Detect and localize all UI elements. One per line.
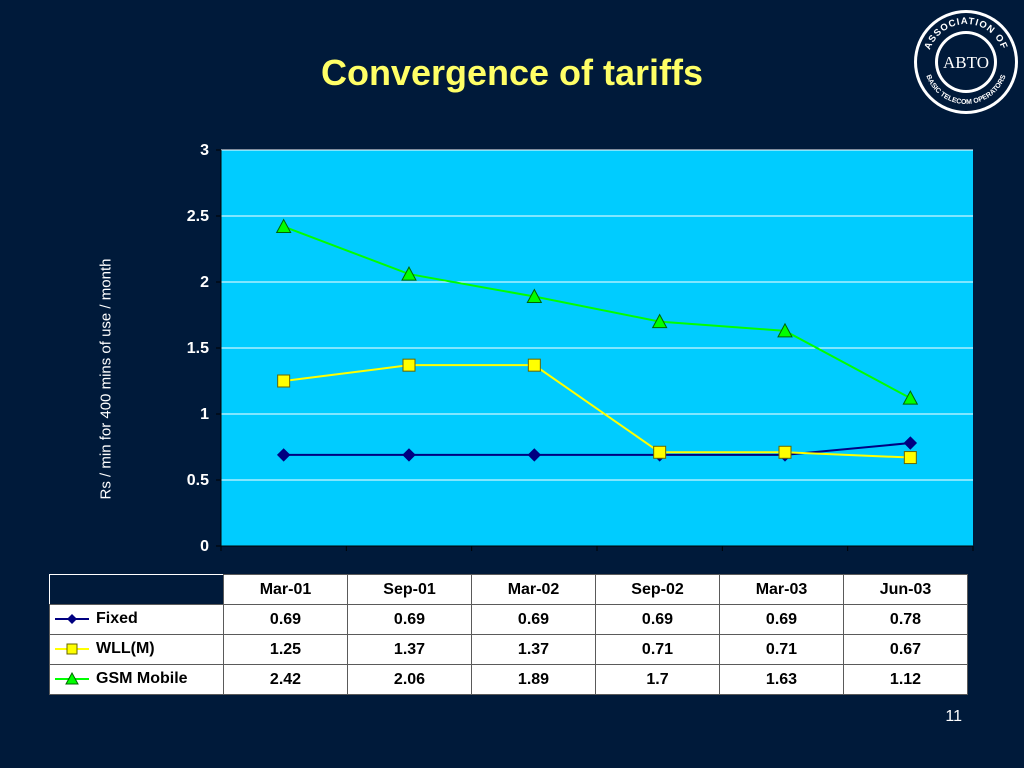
data-label: 1.12	[843, 664, 968, 695]
y-tick-label: 2.5	[187, 208, 209, 225]
table-row: Fixed 0.69 0.69 0.69 0.69 0.69 0.78	[49, 604, 968, 635]
line-chart: 0 0.5 1 1.5 2 2.5 3	[187, 142, 974, 555]
data-point-gsm-mobile	[526, 288, 543, 304]
y-axis-label: Rs / min for 400 mins of use / month	[97, 258, 115, 500]
table-header-row: Mar-01 Sep-01 Mar-02 Sep-02 Mar-03 Jun-03	[49, 574, 968, 605]
y-tick-label: 0	[200, 538, 209, 555]
data-point-gsm-mobile	[777, 322, 793, 338]
y-tick-label: 1	[200, 406, 209, 423]
legend-marker	[55, 643, 89, 655]
data-label: 0.71	[719, 634, 844, 665]
chart-data-table: Mar-01 Sep-01 Mar-02 Sep-02 Mar-03 Jun-03 Fixe…	[49, 574, 968, 695]
data-label: 1.63	[719, 664, 844, 695]
data-label: 1.25	[223, 634, 348, 665]
page-number: 11	[945, 708, 962, 725]
data-label: 0.71	[595, 634, 720, 665]
legend-entry: WLL(M)	[49, 634, 224, 665]
data-point-fixed	[402, 448, 416, 462]
data-point-wll-m	[778, 445, 792, 459]
table-corner	[49, 574, 224, 605]
data-point-wll-m	[402, 358, 416, 372]
abto-logo: ASSOCIATION OF BASIC TELECOM OPERATORS A…	[914, 10, 1018, 114]
table-row: WLL(M) 1.25 1.37 1.37 0.71 0.71 0.67	[49, 634, 968, 665]
data-point-wll-m	[277, 374, 291, 388]
legend-marker	[55, 614, 89, 625]
legend-entry: GSM Mobile	[49, 664, 224, 695]
x-category-label: Jun-03	[843, 574, 968, 605]
y-tick-label: 2	[200, 274, 209, 291]
data-label: 0.69	[223, 604, 348, 635]
data-point-fixed	[276, 448, 291, 462]
series-line-wll-m	[283, 364, 911, 459]
data-label: 1.7	[595, 664, 720, 695]
legend-label: WLL(M)	[96, 640, 155, 658]
legend-label: GSM Mobile	[96, 670, 188, 688]
data-point-fixed	[903, 436, 918, 450]
data-point-gsm-mobile	[651, 313, 668, 329]
data-label: 0.69	[471, 604, 596, 635]
data-label: 1.37	[347, 634, 472, 665]
series-line-gsm-mobile	[283, 225, 911, 400]
x-category-label: Sep-01	[347, 574, 472, 605]
data-point-wll-m	[527, 358, 541, 372]
table-row: GSM Mobile 2.42 2.06 1.89 1.7 1.63 1.12	[49, 664, 968, 695]
data-label: 1.37	[471, 634, 596, 665]
data-label: 1.89	[471, 664, 596, 695]
legend-entry: Fixed	[49, 604, 224, 635]
x-category-label: Mar-02	[471, 574, 596, 605]
data-point-gsm-mobile	[401, 266, 417, 281]
y-tick-label: 0.5	[187, 472, 209, 489]
x-category-label: Mar-03	[719, 574, 844, 605]
data-point-gsm-mobile	[902, 390, 919, 405]
x-category-label: Sep-02	[595, 574, 720, 605]
logo-center-text: ABTO	[943, 53, 989, 72]
data-label: 2.06	[347, 664, 472, 695]
data-label: 0.69	[719, 604, 844, 635]
legend-label: Fixed	[96, 610, 138, 628]
data-point-wll-m	[903, 451, 917, 465]
legend-marker	[55, 672, 89, 685]
data-point-wll-m	[653, 445, 667, 459]
slide-title: Convergence of tariffs	[320, 52, 704, 93]
y-tick-label: 3	[200, 142, 209, 159]
data-label: 0.69	[595, 604, 720, 635]
x-category-label: Mar-01	[223, 574, 348, 605]
data-point-gsm-mobile	[275, 218, 292, 234]
data-label: 0.69	[347, 604, 472, 635]
data-point-fixed	[527, 448, 542, 462]
data-label: 0.67	[843, 634, 968, 665]
data-label: 2.42	[223, 664, 348, 695]
y-tick-label: 1.5	[187, 340, 209, 357]
data-label: 0.78	[843, 604, 968, 635]
